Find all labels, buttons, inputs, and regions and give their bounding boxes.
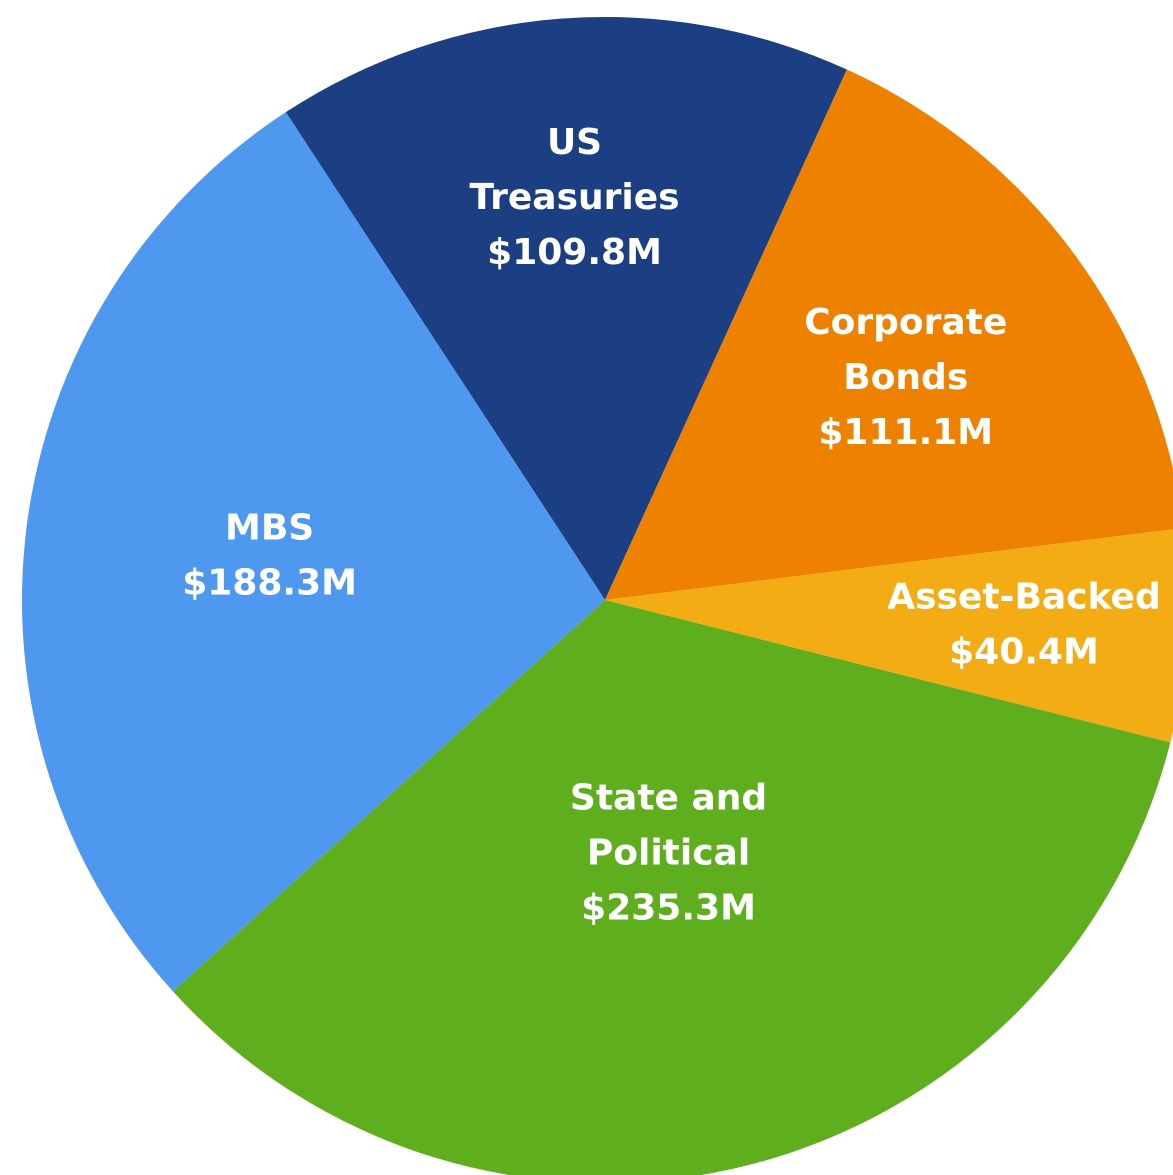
- pie-slice: [605, 69, 1173, 600]
- slice-value-label: $109.8M: [487, 232, 662, 273]
- pie-slice: [285, 17, 847, 601]
- slice-label: Corporate Bonds: [804, 302, 1007, 398]
- slice-value-label: $40.4M: [949, 631, 1099, 672]
- pie-slice: [22, 112, 606, 992]
- slice-value-label: $188.3M: [182, 562, 357, 603]
- pie-slice: [172, 600, 1171, 1175]
- pie-slice: [605, 529, 1173, 743]
- slice-label: Asset-Backed: [887, 576, 1161, 617]
- slice-label: State and Political: [570, 778, 767, 874]
- slice-value-label: $111.1M: [818, 412, 993, 453]
- slice-label: US Treasuries: [470, 122, 680, 218]
- slice-value-label: $235.3M: [581, 888, 756, 929]
- slice-label: MBS: [225, 507, 314, 548]
